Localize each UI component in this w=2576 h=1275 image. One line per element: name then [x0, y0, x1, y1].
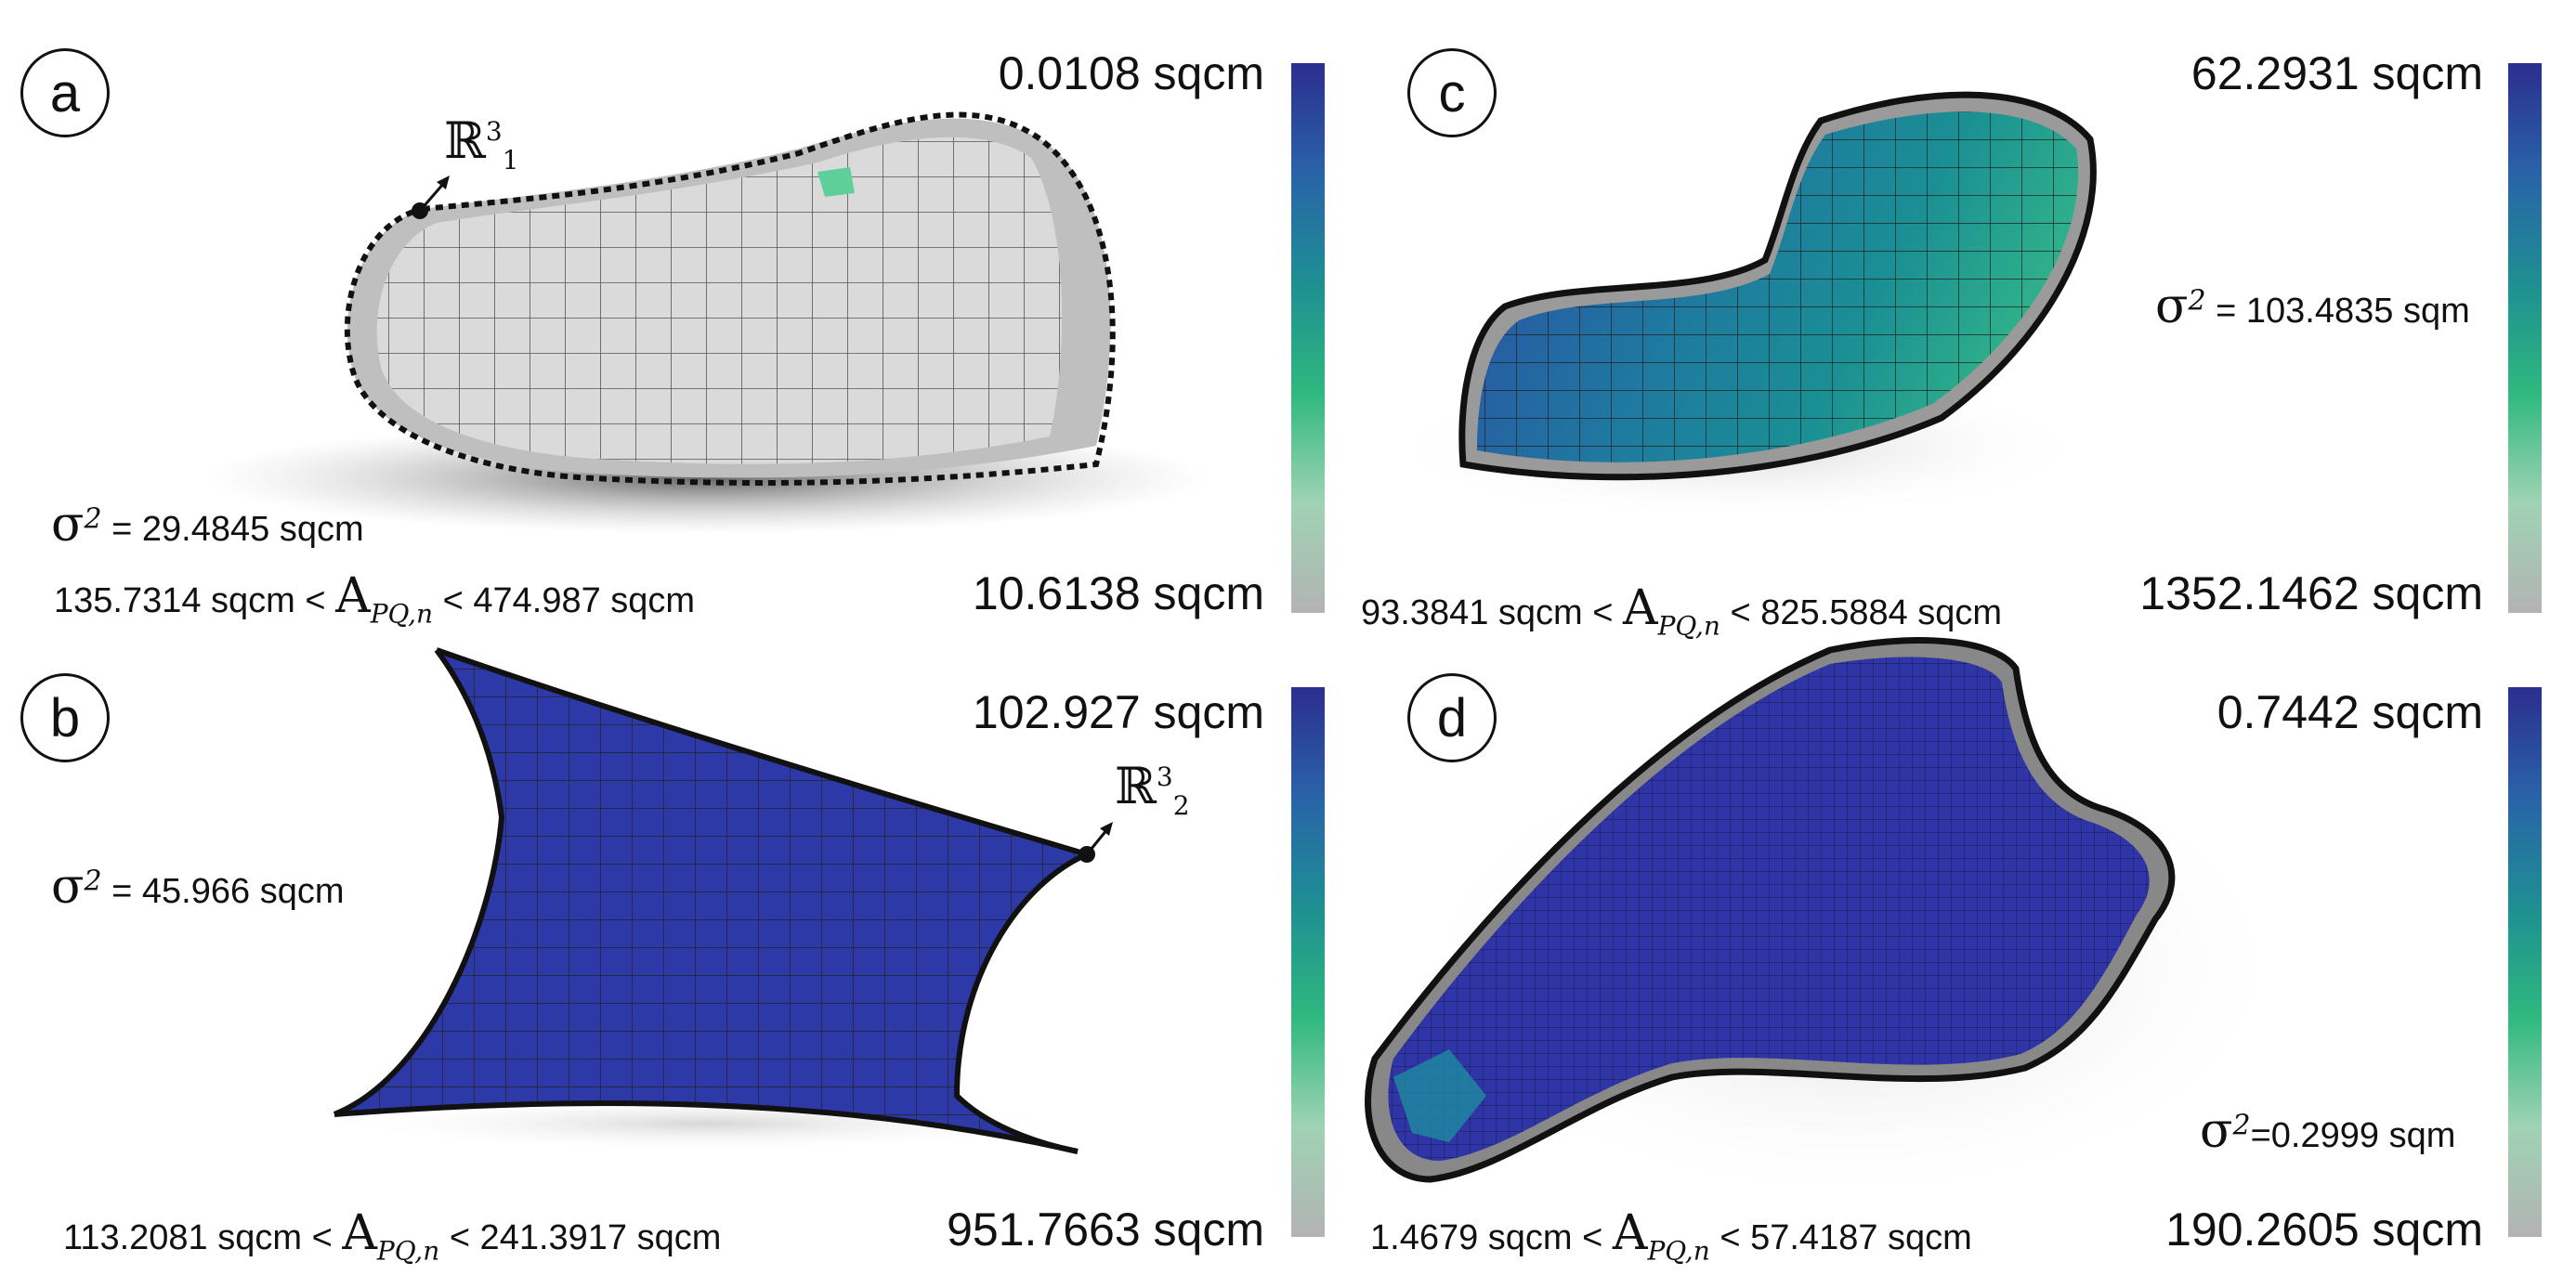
- panel-a-min-value: 10.6138 sqcm: [972, 567, 1264, 619]
- panel-c-label: c: [1407, 48, 1497, 137]
- panel-d-sigma: σ2=0.2999 sqm: [2200, 1103, 2456, 1159]
- panel-d-min-value: 190.2605 sqcm: [2165, 1203, 2483, 1255]
- panel-b-min-value: 951.7663 sqcm: [947, 1203, 1264, 1255]
- panel-c-max-value: 62.2931 sqcm: [2190, 47, 2483, 99]
- panel-a-range: 135.7314 sqcm < APQ,n < 474.987 sqcm: [54, 568, 696, 630]
- panel-b-label: b: [20, 673, 110, 762]
- panel-a-mesh: [204, 111, 1208, 534]
- colorbar-d: [2508, 687, 2542, 1237]
- panel-c-mesh: [1384, 91, 2097, 520]
- panel-a-max-value: 0.0108 sqcm: [998, 47, 1264, 99]
- colorbar-c: [2508, 63, 2542, 613]
- panel-d-range: 1.4679 sqcm < APQ,n < 57.4187 sqcm: [1370, 1205, 1972, 1267]
- panel-b-max-value: 102.927 sqcm: [972, 686, 1264, 738]
- panel-d-label: d: [1407, 673, 1497, 762]
- panel-d-max-value: 0.7442 sqcm: [2216, 686, 2483, 738]
- panel-c-sigma: σ2 = 103.4835 sqm: [2155, 279, 2470, 334]
- panel-b-sigma: σ2 = 45.966 sqcm: [51, 859, 345, 915]
- colorbar-b: [1291, 687, 1325, 1237]
- panel-a-label: a: [20, 48, 110, 137]
- panel-b-point-label: ℝ32: [1115, 757, 1190, 821]
- panel-d-mesh: [1365, 637, 2295, 1207]
- panel-b-range: 113.2081 sqcm < APQ,n < 241.3917 sqcm: [63, 1205, 722, 1267]
- colorbar-a: [1291, 63, 1325, 613]
- panel-a-sigma: σ2 = 29.4845 sqcm: [51, 497, 364, 553]
- panel-b-mesh: [333, 647, 1113, 1154]
- panel-c-range: 93.3841 sqcm < APQ,n < 825.5884 sqcm: [1361, 580, 2003, 642]
- panel-a-point-label: ℝ31: [444, 111, 519, 176]
- panel-c-min-value: 1352.1462 sqcm: [2139, 567, 2483, 619]
